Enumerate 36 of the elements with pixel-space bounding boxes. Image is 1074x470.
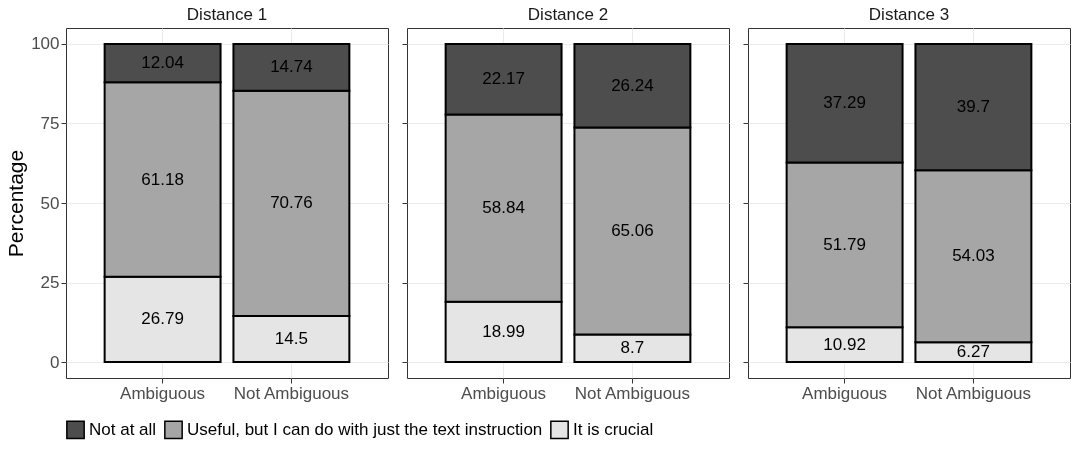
data-label: 8.7 bbox=[620, 338, 645, 358]
data-label: 37.29 bbox=[823, 93, 866, 113]
chart-title: Distance 3 bbox=[868, 5, 950, 24]
chart-title: Distance 2 bbox=[527, 5, 609, 24]
data-label: 26.24 bbox=[611, 75, 654, 95]
chart-title: Distance 1 bbox=[186, 5, 268, 24]
data-label: 70.76 bbox=[270, 193, 313, 213]
x-tick-label: Ambiguous bbox=[802, 383, 888, 403]
y-tick-label: 0 bbox=[50, 352, 60, 372]
data-label: 14.5 bbox=[274, 329, 308, 349]
data-label: 10.92 bbox=[823, 334, 866, 354]
data-label: 6.27 bbox=[956, 342, 990, 362]
data-label: 61.18 bbox=[141, 169, 184, 189]
x-tick-label: Not Ambiguous bbox=[915, 383, 1032, 403]
y-axis-title: Percentage bbox=[4, 149, 28, 258]
legend-label: Not at all bbox=[89, 419, 157, 439]
x-tick-label: Ambiguous bbox=[120, 383, 206, 403]
x-tick-label: Not Ambiguous bbox=[574, 383, 691, 403]
data-label: 12.04 bbox=[141, 53, 184, 73]
legend-label: It is crucial bbox=[573, 419, 654, 439]
data-label: 18.99 bbox=[482, 321, 525, 341]
data-label: 65.06 bbox=[611, 220, 654, 240]
y-tick-label: 75 bbox=[40, 113, 60, 133]
data-label: 14.74 bbox=[270, 57, 313, 77]
x-tick-label: Ambiguous bbox=[461, 383, 547, 403]
data-label: 51.79 bbox=[823, 234, 866, 254]
data-label: 58.84 bbox=[482, 198, 525, 218]
y-tick-label: 100 bbox=[31, 34, 60, 54]
data-label: 39.7 bbox=[956, 97, 990, 117]
data-label: 54.03 bbox=[952, 246, 995, 266]
data-label: 26.79 bbox=[141, 309, 184, 329]
data-label: 22.17 bbox=[482, 69, 525, 89]
y-tick-label: 25 bbox=[40, 273, 60, 293]
legend-label: Useful, but I can do with just the text instruction bbox=[187, 419, 543, 439]
y-tick-label: 50 bbox=[40, 193, 60, 213]
x-tick-label: Not Ambiguous bbox=[233, 383, 350, 403]
